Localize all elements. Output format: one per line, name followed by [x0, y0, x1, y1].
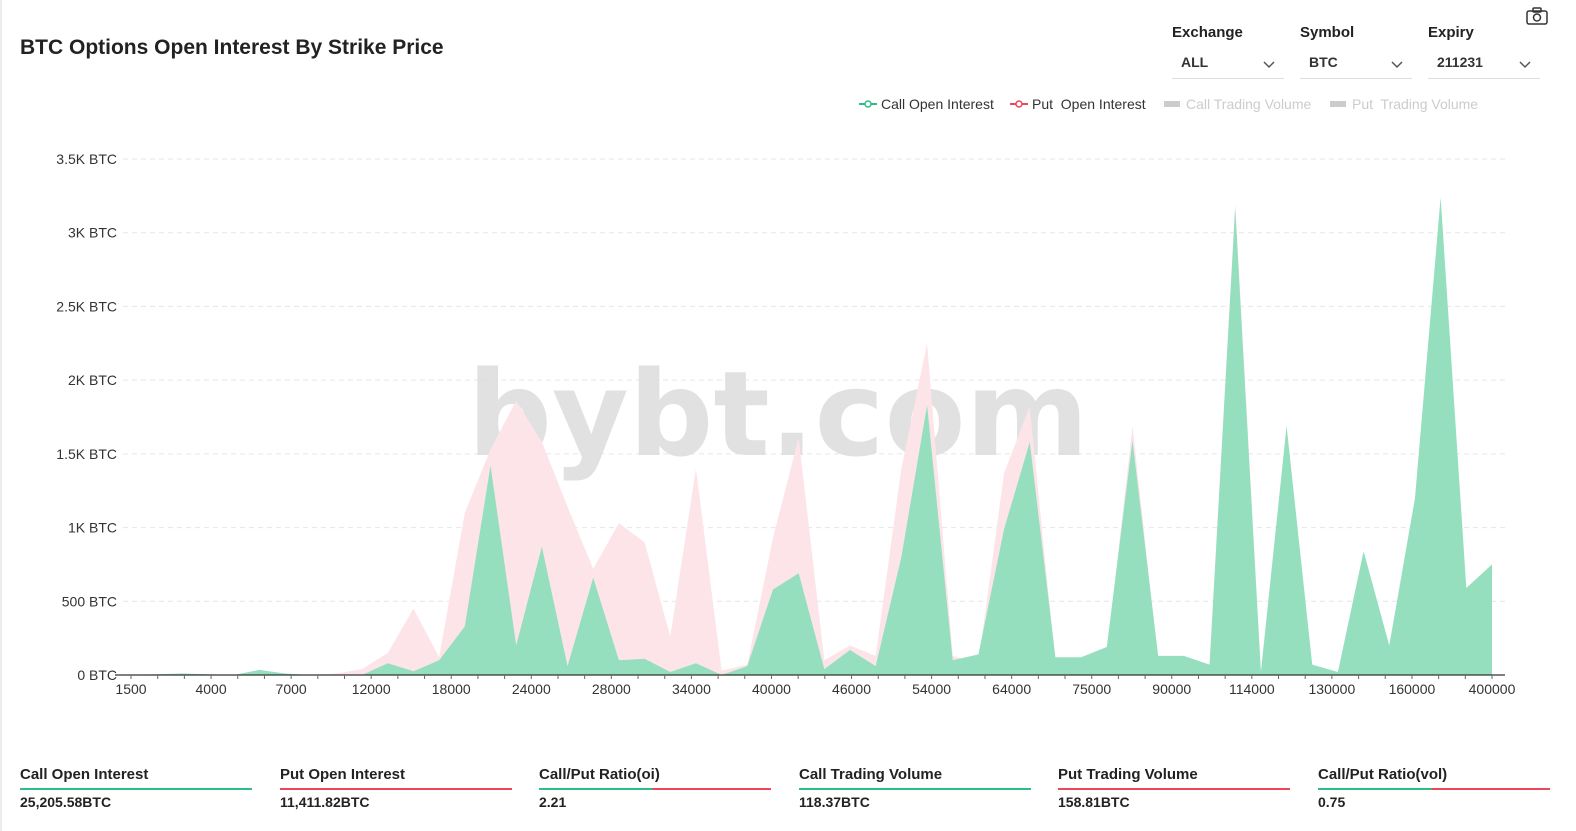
- stat-call-open-interest: Call Open Interest 25,205.58BTC: [20, 764, 252, 810]
- symbol-select[interactable]: BTC: [1300, 49, 1412, 79]
- stat-label: Call/Put Ratio(vol): [1318, 766, 1448, 783]
- y-tick-label: 0 BTC: [77, 667, 117, 683]
- stat-underline: [1318, 788, 1550, 790]
- axis-layer: 0 BTC 500 BTC 1K BTC 1.5K BTC 2K BTC 2.5K BTC…: [56, 151, 1515, 697]
- stat-underline: [539, 788, 771, 790]
- exchange-select[interactable]: ALL: [1172, 49, 1284, 79]
- x-tick-label: 54000: [912, 681, 951, 697]
- x-tick-label: 90000: [1152, 681, 1191, 697]
- legend-label: Put Open Interest: [1032, 96, 1146, 112]
- stat-value: 118.37BTC: [799, 794, 870, 810]
- x-tick-label: 28000: [592, 681, 631, 697]
- legend-line-icon: [1010, 100, 1028, 108]
- x-tick-label: 7000: [276, 681, 307, 697]
- x-tick-label: 64000: [992, 681, 1031, 697]
- y-tick-label: 500 BTC: [62, 593, 117, 609]
- legend-bar-icon: [1164, 101, 1180, 107]
- call-open-interest-area: [131, 197, 1492, 675]
- stat-label: Put Trading Volume: [1058, 766, 1198, 783]
- chevron-down-icon: [1263, 61, 1275, 69]
- exchange-value: ALL: [1181, 54, 1209, 70]
- expiry-filter: Expiry 211231: [1428, 24, 1540, 79]
- x-tick-label: 12000: [352, 681, 391, 697]
- expiry-value: 211231: [1437, 54, 1483, 70]
- legend-bar-icon: [1330, 101, 1346, 107]
- x-tick-label: 75000: [1072, 681, 1111, 697]
- stat-value: 2.21: [539, 794, 567, 810]
- y-tick-label: 1.5K BTC: [56, 446, 117, 462]
- put-open-interest-area: [131, 203, 1492, 675]
- legend-line-icon: [859, 100, 877, 108]
- y-tick-label: 1K BTC: [68, 520, 117, 536]
- stat-underline: [20, 788, 252, 790]
- y-tick-label: 2K BTC: [68, 372, 117, 388]
- watermark: bybt.com: [467, 345, 1088, 483]
- x-tick-label: 160000: [1389, 681, 1436, 697]
- stat-put-open-interest: Put Open Interest 11,411.82BTC: [280, 764, 512, 810]
- page-title: BTC Options Open Interest By Strike Pric…: [20, 36, 444, 59]
- x-tick-label: 400000: [1469, 681, 1516, 697]
- symbol-value: BTC: [1309, 54, 1338, 70]
- stat-call-put-ratio-vol: Call/Put Ratio(vol) 0.75: [1318, 764, 1550, 810]
- area-layer: [131, 197, 1492, 675]
- stat-label: Call Open Interest: [20, 766, 149, 783]
- legend-label: Call Trading Volume: [1186, 96, 1312, 112]
- x-tick-label: 34000: [672, 681, 711, 697]
- stat-value: 158.81BTC: [1058, 794, 1130, 810]
- stat-underline: [799, 788, 1031, 790]
- stat-put-trading-volume: Put Trading Volume 158.81BTC: [1058, 764, 1290, 810]
- y-tick-label: 3.5K BTC: [56, 151, 117, 167]
- stat-value: 0.75: [1318, 794, 1346, 810]
- stat-value: 11,411.82BTC: [280, 794, 370, 810]
- stat-label: Put Open Interest: [280, 766, 406, 783]
- symbol-label: Symbol: [1300, 24, 1355, 41]
- expiry-select[interactable]: 211231: [1428, 49, 1540, 79]
- exchange-filter: Exchange ALL: [1172, 24, 1284, 79]
- exchange-label: Exchange: [1172, 24, 1243, 41]
- x-tick-label: 24000: [512, 681, 551, 697]
- x-tick-label: 46000: [832, 681, 871, 697]
- stat-call-put-ratio-oi: Call/Put Ratio(oi) 2.21: [539, 764, 771, 810]
- open-interest-chart: bybt.com 0 BTC 500 BTC 1K BTC 1.5K BTC 2K BT…: [56, 151, 1515, 697]
- camera-icon[interactable]: [1526, 7, 1548, 25]
- x-tick-label: 114000: [1229, 681, 1275, 697]
- legend-label: Put Trading Volume: [1352, 96, 1479, 112]
- x-tick-label: 18000: [432, 681, 471, 697]
- left-border: [0, 0, 2, 831]
- x-tick-label: 1500: [115, 681, 146, 697]
- x-tick-label: 130000: [1309, 681, 1356, 697]
- stat-label: Call Trading Volume: [799, 766, 943, 783]
- stat-underline: [1058, 788, 1290, 790]
- x-tick-label: 4000: [195, 681, 226, 697]
- symbol-filter: Symbol BTC: [1300, 24, 1412, 79]
- y-tick-label: 3K BTC: [68, 225, 117, 241]
- legend-label: Call Open Interest: [881, 96, 994, 112]
- stat-call-trading-volume: Call Trading Volume 118.37BTC: [799, 764, 1031, 810]
- stat-label: Call/Put Ratio(oi): [539, 766, 660, 783]
- stat-underline: [280, 788, 512, 790]
- chevron-down-icon: [1519, 61, 1531, 69]
- y-tick-label: 2.5K BTC: [56, 298, 117, 314]
- chart-legend: Call Open Interest Put Open Interest Cal…: [0, 95, 1576, 115]
- chevron-down-icon: [1391, 61, 1403, 69]
- expiry-label: Expiry: [1428, 24, 1474, 41]
- stat-value: 25,205.58BTC: [20, 794, 112, 810]
- x-tick-label: 40000: [752, 681, 791, 697]
